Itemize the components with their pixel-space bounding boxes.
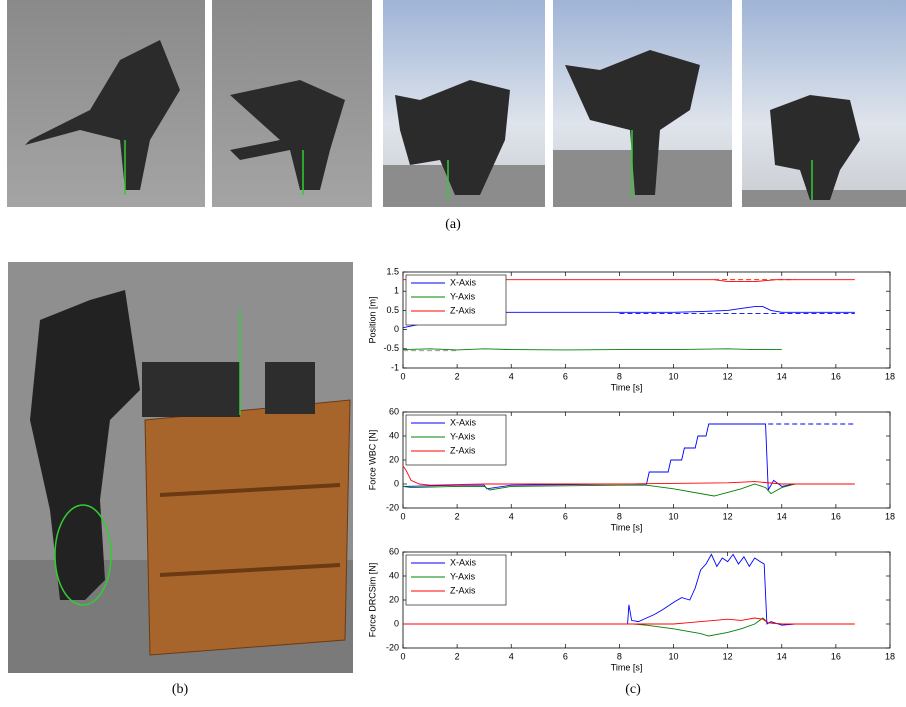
x-tick-label: 2: [455, 651, 460, 661]
y-tick-label: 40: [389, 570, 399, 580]
x-tick-label: 12: [723, 511, 733, 521]
x-tick-label: 8: [617, 651, 622, 661]
x-tick-label: 4: [509, 371, 514, 381]
caption: (b): [172, 682, 189, 697]
x-axis-label: Time [s]: [611, 662, 643, 672]
legend-label: Z-Axis: [450, 445, 476, 455]
robot-frame: [7, 0, 205, 207]
legend-label: X-Axis: [450, 417, 477, 427]
data-line: [402, 348, 782, 351]
x-tick-label: 12: [723, 371, 733, 381]
y-tick-label: 60: [389, 406, 399, 416]
x-tick-label: 8: [617, 511, 622, 521]
x-tick-label: 12: [723, 651, 733, 661]
x-axis-label: Time [s]: [611, 382, 643, 392]
x-tick-label: 2: [455, 371, 460, 381]
x-tick-label: 10: [669, 371, 679, 381]
data-line: [403, 617, 855, 625]
y-tick-label: 20: [389, 454, 399, 464]
panel-a-images: [7, 0, 906, 207]
y-tick-label: -20: [386, 642, 399, 652]
x-axis-label: Time [s]: [611, 522, 643, 532]
x-tick-label: 0: [400, 371, 405, 381]
y-axis-label: Force DRCSim [N]: [367, 563, 377, 638]
y-tick-label: 0: [394, 478, 399, 488]
x-tick-label: 18: [885, 511, 895, 521]
y-axis-label: Position [m]: [367, 296, 377, 343]
y-tick-label: 40: [389, 430, 399, 440]
x-tick-label: 16: [831, 511, 841, 521]
x-tick-label: 10: [669, 651, 679, 661]
y-tick-label: -1: [391, 362, 399, 372]
x-tick-label: 6: [563, 651, 568, 661]
x-tick-label: 16: [831, 651, 841, 661]
y-tick-label: 20: [389, 594, 399, 604]
y-tick-label: -20: [386, 502, 399, 512]
x-tick-label: 0: [400, 511, 405, 521]
legend-label: Y-Axis: [450, 571, 476, 581]
x-tick-label: 18: [885, 651, 895, 661]
robot-frame: [553, 0, 732, 207]
x-tick-label: 10: [669, 511, 679, 521]
legend-label: Z-Axis: [450, 305, 476, 315]
x-tick-label: 4: [509, 511, 514, 521]
x-tick-label: 8: [617, 371, 622, 381]
legend-label: Y-Axis: [450, 291, 476, 301]
x-tick-label: 18: [885, 371, 895, 381]
x-tick-label: 2: [455, 511, 460, 521]
data-line: [402, 465, 855, 486]
x-tick-label: 14: [777, 371, 787, 381]
legend-label: Y-Axis: [450, 431, 476, 441]
legend-label: X-Axis: [450, 277, 477, 287]
robot-frame: [212, 0, 372, 207]
y-tick-label: 1: [394, 286, 399, 296]
x-tick-label: 6: [563, 371, 568, 381]
y-tick-label: 0: [394, 618, 399, 628]
legend-label: Z-Axis: [450, 585, 476, 595]
data-line: [403, 617, 782, 637]
caption: (c): [625, 682, 641, 697]
y-tick-label: 1.5: [386, 266, 399, 276]
data-line: [402, 483, 796, 497]
robot-frame: [383, 0, 545, 207]
x-tick-label: 14: [777, 651, 787, 661]
y-axis-label: Force WBC [N]: [367, 430, 377, 491]
y-tick-label: 0.5: [386, 305, 399, 315]
data-line: [402, 423, 801, 492]
x-tick-label: 6: [563, 511, 568, 521]
x-tick-label: 4: [509, 651, 514, 661]
y-tick-label: 60: [389, 546, 399, 556]
y-tick-label: 0: [394, 324, 399, 334]
y-tick-label: -0.5: [383, 343, 399, 353]
panel-b-image: [8, 262, 353, 673]
x-tick-label: 14: [777, 511, 787, 521]
data-line: [403, 553, 796, 626]
x-tick-label: 0: [400, 651, 405, 661]
robot-frame: [742, 0, 906, 207]
x-tick-label: 16: [831, 371, 841, 381]
legend-label: X-Axis: [450, 557, 477, 567]
caption: (a): [445, 217, 461, 232]
